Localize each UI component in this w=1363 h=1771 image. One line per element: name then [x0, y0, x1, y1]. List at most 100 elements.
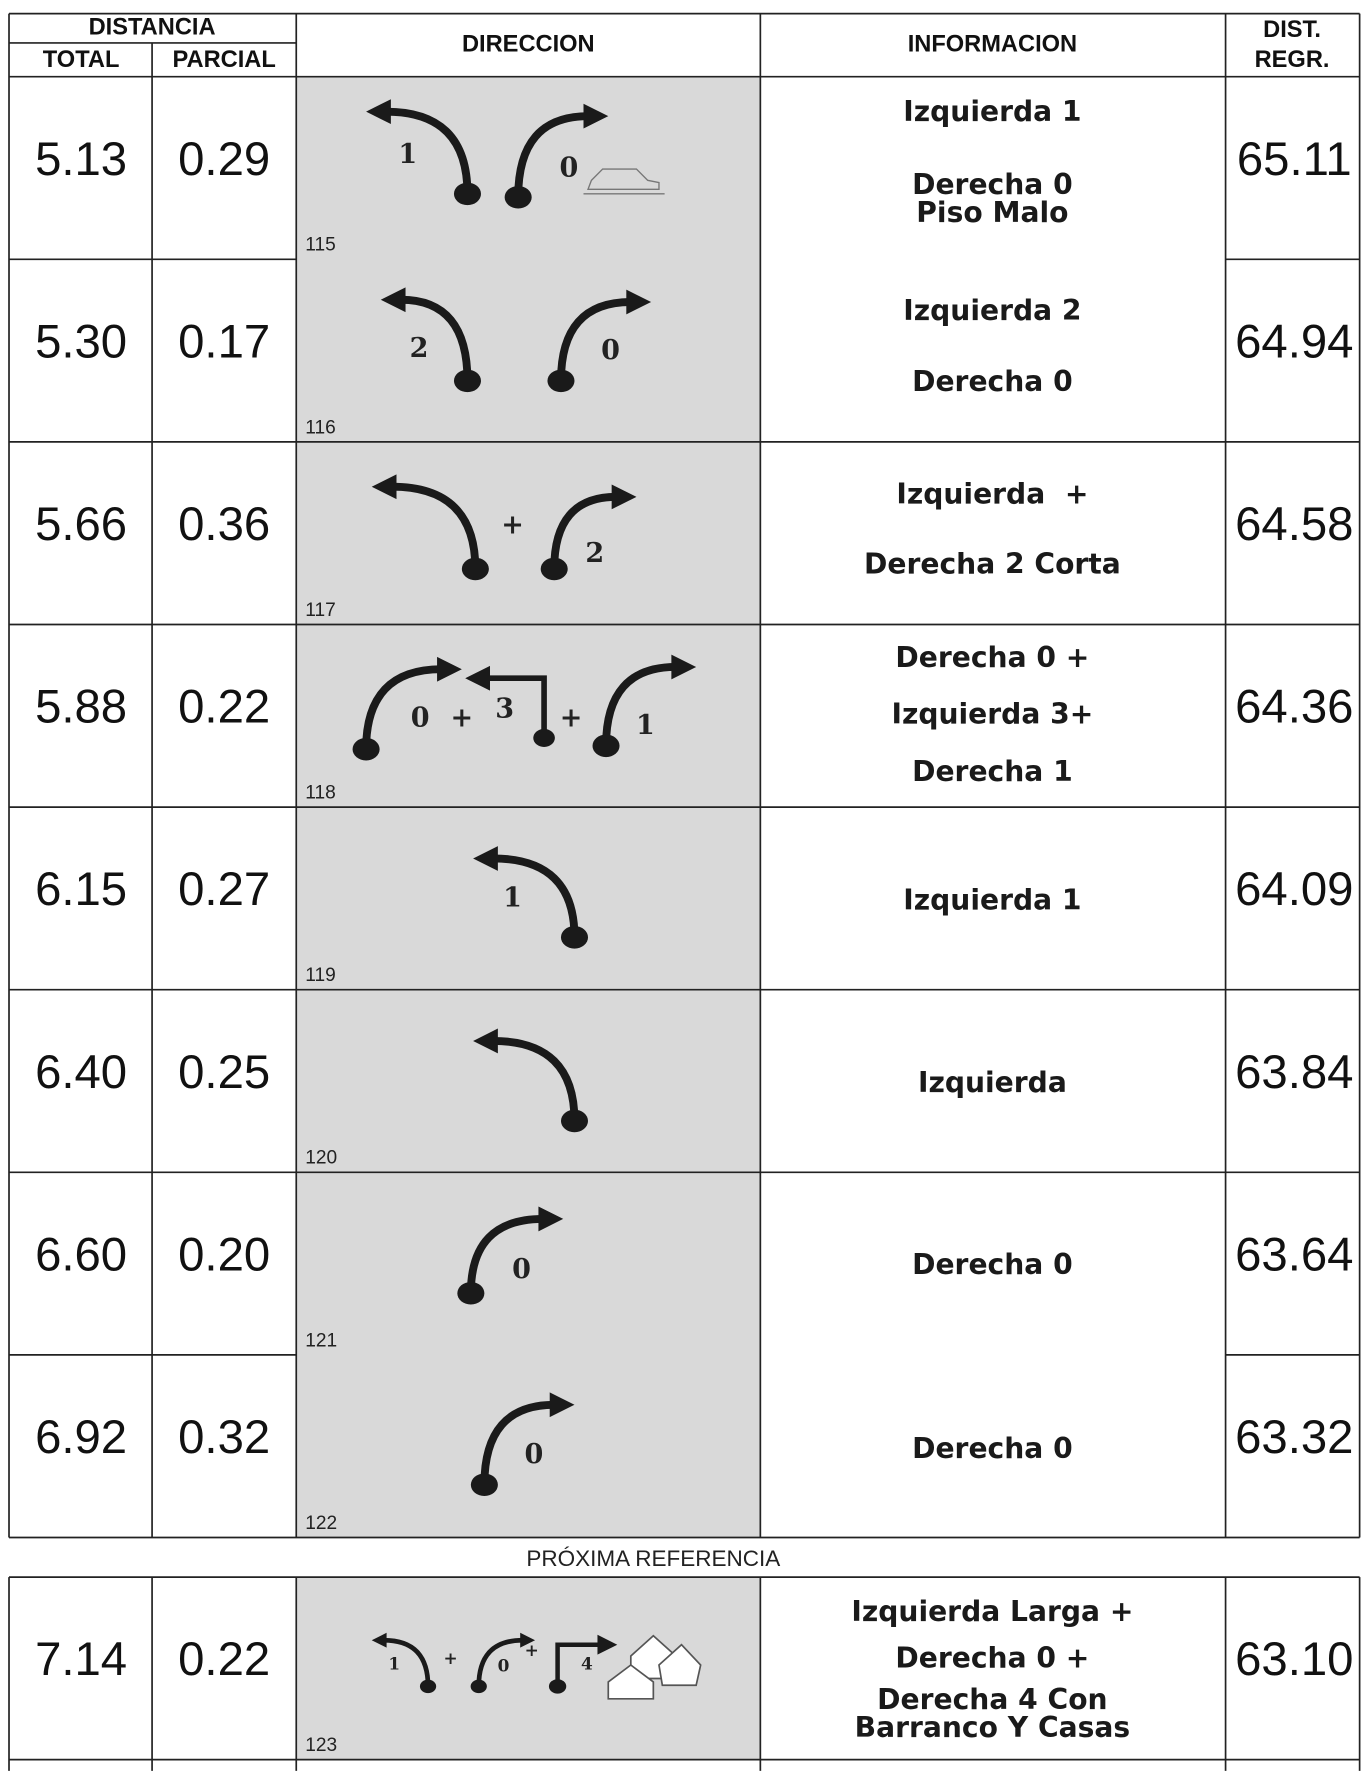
cell-number: 116 — [305, 417, 336, 438]
icon-label: 0 — [559, 153, 578, 184]
icon-label: + — [451, 702, 474, 733]
info-line: Derecha 0 — [912, 168, 1073, 201]
turn-arrow — [470, 1632, 536, 1694]
cell-number: 115 — [305, 235, 336, 256]
info-line: Derecha 0 — [912, 1432, 1073, 1465]
icon-label: + — [525, 1640, 539, 1660]
arrow-head — [611, 484, 637, 510]
header-informacion: INFORMACION — [908, 31, 1077, 57]
header-regr: REGR. — [1255, 47, 1330, 73]
arrow-shaft — [555, 1642, 602, 1687]
arrow-dot — [419, 1679, 437, 1694]
arrow-shaft — [381, 1637, 431, 1689]
arrow-head — [371, 474, 397, 500]
turn-arrow — [371, 474, 489, 581]
arrow-head — [371, 1632, 387, 1648]
turn-arrow — [380, 287, 481, 393]
arrow-head — [473, 846, 498, 871]
info-line: Piso Malo — [916, 196, 1068, 229]
total: 5.66 — [35, 498, 127, 551]
icon-label: 0 — [498, 1656, 510, 1676]
arrow-dot — [457, 1282, 485, 1305]
turn-arrow — [592, 654, 697, 758]
cell-number: 121 — [305, 1330, 337, 1351]
parcial: 0.27 — [178, 863, 270, 916]
arrow-head — [473, 1028, 498, 1054]
header-parcial: PARCIAL — [173, 47, 276, 73]
info-line: Izquierda + — [896, 478, 1088, 511]
next-reference: PRÓXIMA REFERENCIA — [526, 1546, 780, 1571]
turn-arrow — [547, 289, 652, 393]
icon-label: 0 — [601, 335, 620, 366]
parcial: 0.32 — [178, 1411, 270, 1464]
turn-arrow — [457, 1206, 564, 1305]
icon-label: 1 — [636, 710, 655, 741]
arrow-shaft — [476, 1637, 526, 1689]
arrow-dot — [470, 1473, 498, 1497]
arrow-dot — [533, 728, 555, 747]
square-arrow — [548, 1634, 618, 1694]
arrow-shaft — [382, 107, 472, 198]
icon-label: 3 — [495, 693, 514, 724]
total: 6.92 — [35, 1411, 127, 1464]
total: 5.88 — [35, 681, 127, 734]
house — [658, 1643, 702, 1687]
turn-arrow — [473, 846, 589, 949]
parcial: 0.36 — [178, 498, 270, 551]
arrow-head — [380, 287, 406, 313]
arrow-dot — [540, 557, 568, 581]
info-line: Derecha 0 — [912, 365, 1073, 398]
info-line: Izquierda 2 — [903, 294, 1081, 327]
car-body — [587, 168, 660, 191]
icon-label: 0 — [512, 1254, 531, 1285]
header-direccion: DIRECCION — [462, 31, 595, 57]
turn-arrow — [540, 484, 637, 581]
arrow-dot — [504, 185, 532, 209]
arrow-shaft — [550, 492, 621, 573]
arrow-head — [583, 103, 609, 129]
icon-label: 4 — [581, 1654, 593, 1674]
parcial: 0.17 — [178, 315, 270, 368]
header-dist: DIST. — [1263, 17, 1321, 43]
info-line: Izquierda Larga + — [851, 1595, 1133, 1628]
total: 5.30 — [35, 315, 127, 368]
icon-label: 1 — [503, 883, 522, 914]
parcial: 0.20 — [178, 1228, 270, 1281]
cell-number: 122 — [305, 1513, 337, 1534]
cell-number: 117 — [305, 600, 336, 621]
arrow-head — [437, 656, 462, 682]
info-line: Izquierda — [918, 1066, 1067, 1099]
arrow-dot — [461, 557, 489, 581]
arrow-shaft — [514, 112, 592, 202]
parcial: 0.22 — [178, 1633, 270, 1686]
arrow-head — [538, 1206, 564, 1232]
regr: 63.32 — [1235, 1411, 1353, 1464]
icon-label: 0 — [525, 1439, 544, 1470]
icon-label: 2 — [585, 538, 604, 569]
info-line: Derecha 0 + — [895, 1641, 1089, 1674]
info-line: Izquierda 1 — [903, 883, 1081, 916]
arrow-dot — [560, 1109, 589, 1133]
regr: 63.84 — [1235, 1046, 1353, 1099]
arrow-dot — [560, 926, 589, 949]
arrow-shaft — [557, 298, 635, 385]
icon-label: 1 — [388, 1654, 400, 1674]
regr: 64.09 — [1235, 863, 1353, 916]
regr: 64.58 — [1235, 498, 1353, 551]
regr: 64.94 — [1235, 315, 1353, 368]
cell-number: 119 — [305, 965, 336, 986]
total: 6.60 — [35, 1228, 127, 1281]
arrow-dot — [453, 182, 481, 206]
total: 6.15 — [35, 863, 127, 916]
cell-number: 118 — [305, 783, 336, 804]
total: 7.14 — [35, 1633, 127, 1686]
info-line: Derecha 0 + — [895, 641, 1089, 674]
arrow-head — [671, 654, 697, 680]
arrow-shaft — [489, 854, 579, 942]
turn-arrow — [366, 99, 481, 206]
arrow-dot — [352, 737, 380, 761]
cell-number: 120 — [305, 1148, 337, 1169]
arrow-head — [465, 665, 491, 691]
car-icon — [583, 168, 665, 195]
